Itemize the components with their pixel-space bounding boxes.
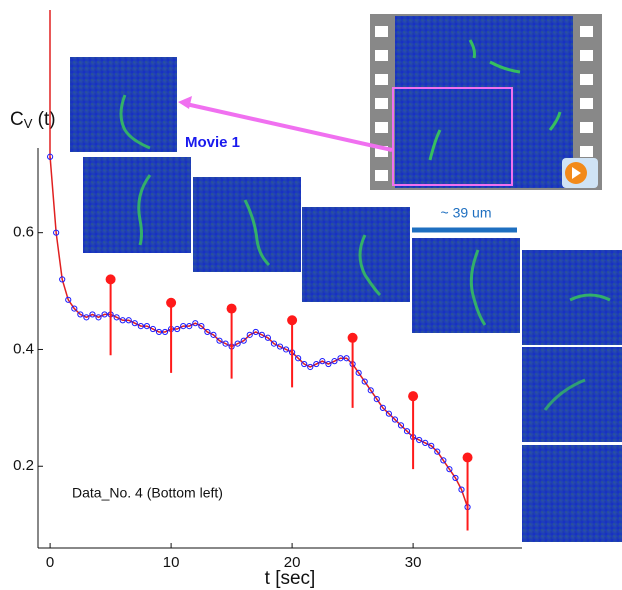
data-point xyxy=(307,363,314,371)
thumbnail xyxy=(83,157,191,253)
marker-dot xyxy=(462,452,473,463)
data-point xyxy=(379,404,386,411)
data-point xyxy=(137,323,144,330)
data-point xyxy=(301,360,308,368)
data-point xyxy=(361,378,368,385)
data-point xyxy=(234,340,241,347)
data-point xyxy=(325,360,332,368)
x-axis-label: t [sec] xyxy=(265,568,316,589)
data-point xyxy=(174,325,181,333)
data-point xyxy=(198,323,205,330)
data-point xyxy=(422,439,429,446)
data-point xyxy=(252,328,259,336)
data-point xyxy=(77,311,84,318)
y-tick-label: 0.2 xyxy=(13,457,34,474)
film-holes xyxy=(375,26,593,181)
marker-dot xyxy=(287,315,298,326)
data-point xyxy=(180,323,187,330)
data-point xyxy=(385,410,392,417)
data-point xyxy=(434,448,441,455)
thumbnail xyxy=(193,177,301,272)
data-point xyxy=(458,486,465,493)
thumbnail xyxy=(522,347,622,442)
data-point xyxy=(222,340,229,347)
y-tick-label: 0.6 xyxy=(13,224,34,241)
data-point xyxy=(89,311,96,318)
data-point xyxy=(186,323,193,330)
movie-image xyxy=(395,16,573,188)
x-tick-label: 10 xyxy=(163,554,180,571)
movie-label: Movie 1 xyxy=(185,134,240,151)
data-point xyxy=(446,466,453,473)
data-point xyxy=(155,328,163,336)
data-point xyxy=(210,331,217,338)
x-tick-label: 0 xyxy=(46,554,54,571)
y-axis-label: CV (t) xyxy=(10,109,56,131)
data-point xyxy=(440,457,447,464)
data-point xyxy=(258,331,265,338)
data-point xyxy=(113,314,120,321)
filament xyxy=(428,39,562,161)
y-tick-label: 0.4 xyxy=(13,340,34,357)
marker-dot xyxy=(226,303,237,314)
data-point xyxy=(264,334,271,341)
data-point xyxy=(240,337,247,344)
data-point xyxy=(119,317,126,324)
data-point xyxy=(343,355,350,362)
plot: 0.2 0.4 0.6 0 10 20 30 xyxy=(13,148,522,571)
arrow-head xyxy=(178,96,192,109)
data-point xyxy=(216,337,223,344)
zoom-box xyxy=(392,87,513,186)
data-point xyxy=(101,311,108,318)
data-point xyxy=(282,346,290,353)
data-point xyxy=(83,314,90,321)
data-point xyxy=(452,474,459,482)
data-point xyxy=(416,436,423,444)
data-point xyxy=(295,355,302,362)
data-point xyxy=(373,395,380,403)
thumbnail xyxy=(412,238,520,333)
data-point xyxy=(161,328,169,336)
note: Data_No. 4 (Bottom left) xyxy=(72,485,223,501)
marker-dot xyxy=(408,391,419,402)
movie-frame xyxy=(370,14,602,190)
data-point xyxy=(192,320,199,327)
data-point xyxy=(428,442,435,449)
data-point xyxy=(131,320,138,327)
data-point xyxy=(125,317,132,324)
scale-label: ~ 39 um xyxy=(441,205,492,221)
data-point xyxy=(391,416,399,423)
fit-line xyxy=(49,156,469,508)
x-tick-label: 20 xyxy=(284,554,301,571)
marker-dot xyxy=(105,274,116,285)
data-point xyxy=(313,360,320,368)
data-point xyxy=(204,328,211,336)
data-point xyxy=(397,422,405,429)
data-point xyxy=(71,305,78,312)
data-point xyxy=(319,358,326,365)
marker-dot xyxy=(347,332,358,343)
x-tick-label: 30 xyxy=(405,554,422,571)
data-point xyxy=(65,296,72,303)
thumbnail xyxy=(302,207,410,302)
data-point xyxy=(270,340,278,347)
data-point xyxy=(276,343,284,350)
data-point xyxy=(331,358,338,365)
data-point xyxy=(143,323,150,330)
data-point xyxy=(403,428,411,435)
data-point xyxy=(355,369,362,376)
data-point xyxy=(53,229,60,236)
data-point xyxy=(59,276,66,283)
data-point xyxy=(246,331,253,338)
data-point xyxy=(337,355,344,362)
data-point xyxy=(367,387,374,394)
thumbnail xyxy=(522,445,622,542)
data-point xyxy=(149,325,157,333)
data-point xyxy=(95,314,102,321)
data-point xyxy=(47,153,54,160)
thumbnails xyxy=(70,57,622,542)
arrow xyxy=(185,102,393,152)
marker-dot xyxy=(166,297,177,308)
